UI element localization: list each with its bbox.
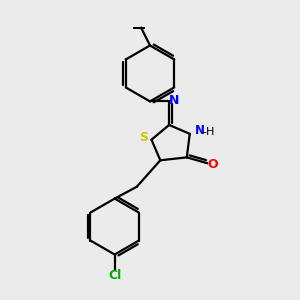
Text: N: N xyxy=(195,124,205,137)
Text: N: N xyxy=(169,94,180,107)
Text: Cl: Cl xyxy=(108,268,121,282)
Text: -H: -H xyxy=(202,127,214,137)
Text: S: S xyxy=(140,131,148,144)
Text: O: O xyxy=(207,158,218,171)
